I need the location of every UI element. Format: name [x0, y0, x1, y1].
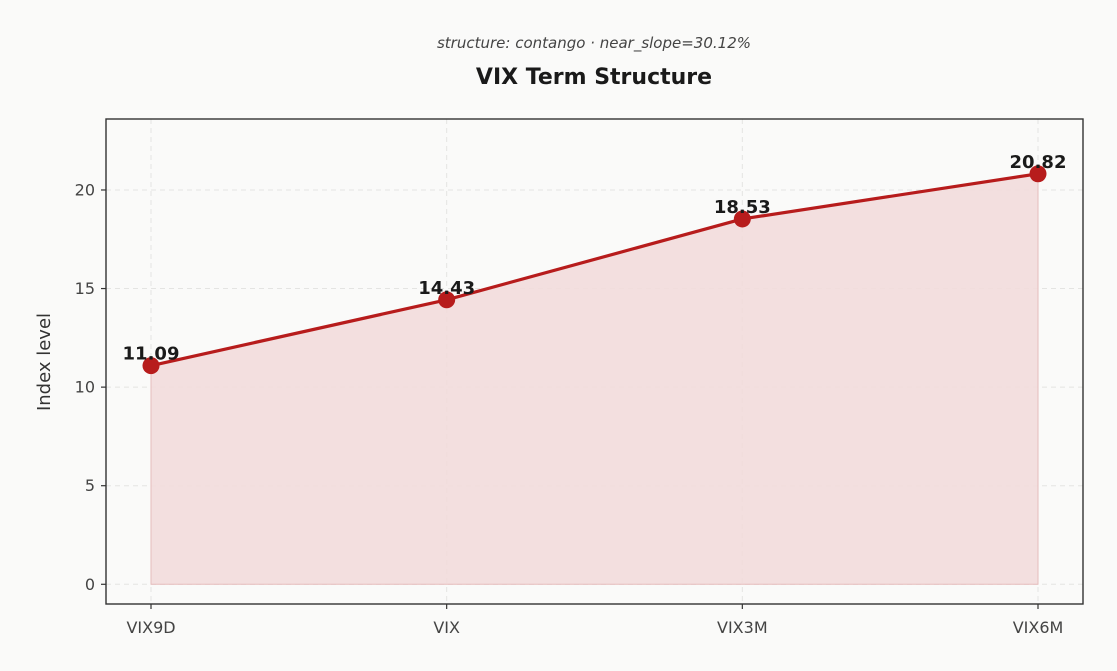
data-label: 18.53: [714, 197, 771, 218]
data-point: [142, 357, 160, 375]
y-axis-label: Index level: [34, 313, 55, 411]
marker-layer: [142, 165, 1047, 375]
label-layer: 11.09 14.43 18.53 20.82: [123, 152, 1067, 365]
x-tick-label: VIX9D: [126, 618, 175, 637]
plot-frame: [105, 118, 1084, 605]
data-point: [1029, 165, 1047, 183]
data-label: 20.82: [1010, 152, 1067, 173]
y-tick-label: 15: [75, 279, 95, 298]
chart-title: VIX Term Structure: [476, 65, 712, 90]
area-fill: [150, 173, 1039, 585]
area-layer: [150, 173, 1039, 585]
data-label: 11.09: [123, 344, 180, 365]
axes-layer: [105, 118, 1084, 605]
x-tick-label: VIX6M: [1013, 618, 1064, 637]
y-tick-label: 0: [85, 575, 95, 594]
chart-subtitle: structure: contango · near_slope=30.12%: [437, 34, 751, 53]
x-tick-label: VIX: [433, 618, 460, 637]
y-tick-label: 20: [75, 180, 95, 199]
tick-layer: 0 5 10 15 20 VIX9D VIX VIX3M VIX6M: [75, 180, 1064, 637]
line-layer: [150, 172, 1039, 368]
y-tick-label: 10: [75, 378, 95, 397]
x-tick-label: VIX3M: [717, 618, 768, 637]
data-label: 14.43: [418, 278, 475, 299]
data-point: [438, 291, 456, 309]
data-point: [733, 210, 751, 228]
series-line: [150, 172, 1039, 368]
y-tick-label: 5: [85, 476, 95, 495]
